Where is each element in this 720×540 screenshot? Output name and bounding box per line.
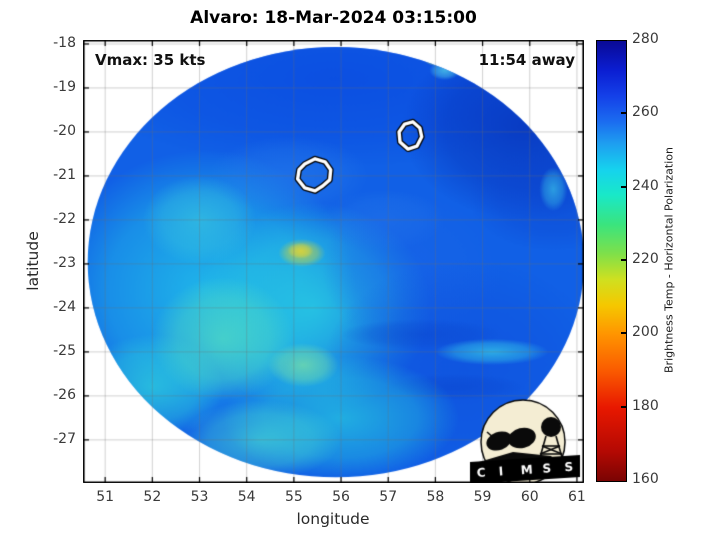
colorbar-tick-label: 220 — [632, 251, 659, 267]
x-tick-label: 54 — [237, 489, 256, 505]
colorbar-tick-mark — [621, 405, 626, 408]
y-tick-label: -27 — [53, 430, 76, 447]
y-tick-label: -21 — [53, 166, 76, 183]
x-tick-label: 55 — [284, 489, 303, 505]
x-tick-label: 57 — [379, 489, 398, 505]
vmax-annotation: Vmax: 35 kts — [95, 51, 206, 69]
x-tick-label: 60 — [520, 489, 539, 505]
x-tick-label: 58 — [426, 489, 445, 505]
x-tick-label: 61 — [568, 489, 586, 505]
y-tick-label: -26 — [53, 386, 76, 403]
overpass-time-annotation: 11:54 away — [478, 51, 575, 69]
colorbar-tick-mark — [621, 259, 626, 261]
plot-title: Alvaro: 18-Mar-2024 03:15:00 — [190, 8, 477, 28]
x-axis-label: longitude — [296, 510, 370, 528]
colorbar-tick-mark — [621, 112, 626, 115]
colorbar-tick-label: 180 — [632, 397, 659, 414]
y-tick-label: -23 — [53, 254, 76, 271]
colorbar-tick-mark — [621, 332, 626, 335]
colorbar-tick-label: 260 — [632, 104, 659, 121]
plot-area — [83, 40, 584, 483]
y-tick-label: -25 — [53, 342, 76, 359]
y-tick-label: -19 — [53, 78, 76, 95]
y-tick-label: -22 — [53, 210, 76, 227]
colorbar-tick-mark — [621, 185, 626, 188]
colorbar — [596, 40, 627, 482]
x-tick-label: 52 — [143, 489, 162, 505]
x-tick-label: 56 — [332, 489, 350, 505]
x-tick-label: 53 — [190, 489, 209, 505]
y-tick-label: -24 — [53, 298, 76, 315]
x-tick-label: 51 — [96, 489, 115, 505]
x-tick-label: 59 — [473, 489, 492, 505]
y-tick-label: -18 — [53, 34, 76, 51]
colorbar-tick-label: 160 — [632, 471, 659, 487]
satellite-image-canvas — [83, 40, 584, 483]
colorbar-tick-label: 240 — [632, 177, 659, 194]
colorbar-tick-label: 200 — [632, 324, 659, 341]
colorbar-tick-label: 280 — [632, 31, 659, 47]
y-tick-label: -20 — [53, 122, 76, 139]
colorbar-label: Brightness Temp - Horizontal Polarizatio… — [662, 147, 676, 373]
